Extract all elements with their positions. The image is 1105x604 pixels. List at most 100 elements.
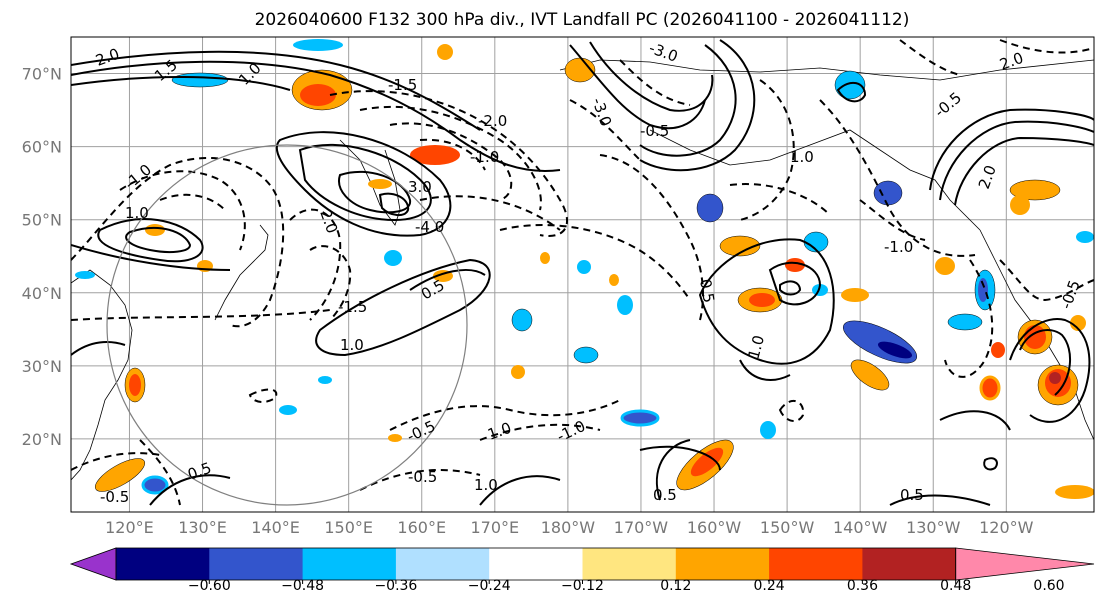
- contour-line: [954, 136, 1094, 206]
- coastline-kamchatka: [339, 139, 401, 226]
- contour-line: [329, 90, 569, 237]
- contour-label: -1.0: [470, 148, 499, 166]
- colorbar-bin: [489, 548, 583, 580]
- negative-anomaly: [947, 313, 983, 331]
- contour-label: -1.5: [338, 298, 367, 316]
- contour-line: [983, 457, 998, 471]
- contour-label: 3.0: [408, 178, 432, 196]
- lat-tick-label: 50°N: [22, 211, 62, 230]
- contour-line: [315, 258, 491, 357]
- lat-tick-label: 40°N: [22, 284, 62, 303]
- colorbar-bin: [675, 548, 770, 580]
- contour-line: [71, 341, 126, 356]
- colorbar-bin: [769, 548, 863, 580]
- contour-line: [378, 192, 410, 216]
- lon-tick-labels: 120°E 130°E 140°E 150°E 160°E 170°E 180°W 170°W…: [105, 518, 1034, 537]
- positive-anomaly: [850, 359, 890, 391]
- positive-anomaly: [1070, 315, 1086, 331]
- colorbar-tick-labels: −0.60 −0.48 −0.36 −0.24 −0.12 0.12 0.24 0.36 0.4…: [188, 578, 1065, 594]
- negative-anomaly: [617, 295, 633, 315]
- positive-anomaly: [410, 145, 460, 165]
- positive-anomaly: [841, 288, 869, 302]
- contour-line: [836, 81, 867, 103]
- contour-line: [768, 261, 822, 306]
- contour-line: [248, 388, 278, 403]
- colorbar-tick-label: 0.36: [847, 578, 878, 594]
- contour-line: [939, 120, 1094, 201]
- positive-anomaly: [1009, 179, 1061, 201]
- positive-anomaly: [719, 235, 761, 257]
- map-frame: [70, 36, 1095, 513]
- negative-anomaly: [577, 260, 591, 274]
- contour-line: [639, 445, 721, 471]
- positive-anomaly: [785, 258, 805, 272]
- colorbar-extend-high: [955, 547, 1095, 581]
- contour-label: 0.5: [900, 486, 924, 504]
- colorbar-bin: [302, 548, 397, 580]
- contour-line: [739, 359, 791, 381]
- contour-label: 0.5: [653, 486, 677, 504]
- contour-line: [939, 410, 1011, 431]
- contour-line: [149, 474, 231, 506]
- negative-anomaly: [696, 193, 724, 223]
- positive-anomaly: [1055, 485, 1094, 499]
- negative-anomaly: [279, 405, 297, 415]
- contour-line: [655, 439, 691, 501]
- lat-tick-label: 30°N: [22, 357, 62, 376]
- lon-tick-label: 120°E: [105, 518, 154, 537]
- contour-label: -0.5: [100, 488, 129, 506]
- contour-label: -0.5: [640, 122, 669, 140]
- lon-tick-label: 120°W: [979, 518, 1034, 537]
- coastline-arctic: [559, 59, 1094, 81]
- negative-anomaly: [877, 341, 913, 359]
- lon-tick-label: 130°W: [906, 518, 961, 537]
- contour-line: [779, 280, 802, 296]
- positive-anomaly: [935, 257, 955, 275]
- negative-anomaly: [1076, 231, 1094, 243]
- positive-anomaly: [145, 224, 165, 236]
- contour-line: [639, 44, 737, 157]
- contour-line: [298, 143, 432, 222]
- contour-label: 1.0: [744, 333, 768, 361]
- positive-anomaly: [437, 44, 453, 60]
- negative-anomaly: [318, 376, 332, 384]
- contour-line: [569, 44, 706, 130]
- coastline-alaska: [649, 129, 981, 231]
- positive-anomaly: [690, 447, 724, 477]
- contour-line: [569, 99, 641, 161]
- coastline-asia: [71, 269, 133, 481]
- contour-line: [275, 131, 452, 237]
- contour-line: [589, 41, 714, 112]
- colorbar-tick-label: −0.36: [374, 578, 417, 594]
- contour-label: -1.5: [388, 76, 417, 94]
- colorbar-tick-label: −0.24: [468, 578, 511, 594]
- map-background: [71, 37, 1094, 512]
- contour-line: [729, 183, 831, 216]
- coastline-japan: [214, 224, 269, 321]
- contour-line: [999, 259, 1094, 302]
- colorbar-bin: [862, 548, 957, 580]
- lon-tick-label: 150°E: [324, 518, 373, 537]
- positive-anomaly: [540, 252, 550, 264]
- positive-anomaly: [1024, 325, 1046, 349]
- positive-anomaly: [511, 365, 525, 379]
- positive-anomaly: [749, 293, 775, 307]
- contour-label: 1.0: [790, 148, 814, 166]
- contour-line: [119, 170, 246, 251]
- colorbar-extend-low: [69, 547, 117, 581]
- positive-anomaly: [1049, 372, 1061, 384]
- contour-line: [739, 79, 795, 221]
- contour-line: [409, 269, 486, 291]
- contour-line: [619, 59, 691, 106]
- colorbar-bin: [209, 548, 304, 580]
- contour-label: -4.0: [415, 218, 444, 236]
- colorbar-tick-label: −0.60: [188, 578, 231, 594]
- colorbar-tick-label: −0.12: [561, 578, 604, 594]
- contour-line: [859, 199, 926, 241]
- colorbar-outline: [115, 547, 957, 581]
- contour-label: 1.0: [340, 336, 364, 354]
- colorbar-tick-label: 0.24: [754, 578, 785, 594]
- contour-line: [819, 99, 976, 257]
- positive-anomaly: [94, 458, 146, 492]
- contour-line: [359, 105, 542, 211]
